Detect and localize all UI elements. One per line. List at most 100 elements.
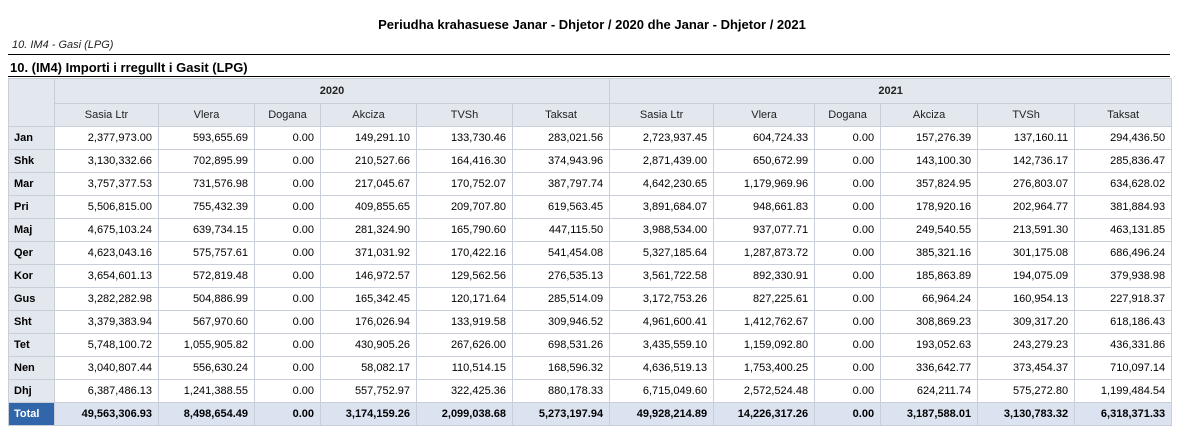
value-cell-2021: 385,321.16 [880, 241, 979, 265]
col-dogana-2020: Dogana [254, 103, 321, 127]
value-cell-2020: 0.00 [254, 195, 321, 219]
value-cell-2021: 1,179,969.96 [713, 172, 816, 196]
value-cell-2020: 276,535.13 [511, 264, 611, 288]
value-cell-2020: 2,377,973.00 [54, 126, 159, 150]
value-cell-2020: 0.00 [254, 172, 321, 196]
value-cell-2020: 110,514.15 [416, 356, 513, 380]
value-cell-2021: 575,272.80 [977, 379, 1076, 403]
value-cell-2020: 165,790.60 [416, 218, 513, 242]
value-cell-2021: 285,836.47 [1074, 149, 1173, 173]
value-cell-2021: 243,279.23 [977, 333, 1076, 357]
value-cell-2020: 0.00 [254, 241, 321, 265]
table-body: Jan 2,377,973.00 593,655.69 0.00 149,291.10 1… [8, 126, 1173, 426]
month-label: Gus [8, 287, 55, 311]
value-cell-2020: 120,171.64 [416, 287, 513, 311]
month-label: Shk [8, 149, 55, 173]
total-cell-2020: 5,273,197.94 [511, 402, 611, 426]
table-row: Sht 3,379,383.94 567,970.60 0.00 176,026.94 1… [8, 310, 1173, 334]
value-cell-2021: 604,724.33 [713, 126, 816, 150]
value-cell-2021: 2,572,524.48 [713, 379, 816, 403]
value-cell-2020: 371,031.92 [320, 241, 417, 265]
value-cell-2021: 1,199,484.54 [1074, 379, 1173, 403]
value-cell-2021: 1,412,762.67 [713, 310, 816, 334]
value-cell-2020: 170,422.16 [416, 241, 513, 265]
month-label: Qer [8, 241, 55, 265]
year-header-2020: 2020 [53, 78, 611, 104]
value-cell-2020: 0.00 [254, 264, 321, 288]
value-cell-2020: 133,730.46 [416, 126, 513, 150]
value-cell-2020: 210,527.66 [320, 149, 417, 173]
value-cell-2021: 0.00 [814, 195, 882, 219]
value-cell-2020: 0.00 [254, 149, 321, 173]
table-row: Mar 3,757,377.53 731,576.98 0.00 217,045.67 1… [8, 172, 1173, 196]
value-cell-2020: 619,563.45 [511, 195, 611, 219]
value-cell-2021: 202,964.77 [977, 195, 1076, 219]
value-cell-2021: 0.00 [814, 379, 882, 403]
value-cell-2021: 892,330.91 [713, 264, 816, 288]
value-cell-2020: 0.00 [254, 218, 321, 242]
value-cell-2020: 283,021.56 [511, 126, 611, 150]
value-cell-2021: 4,961,600.41 [609, 310, 715, 334]
value-cell-2021: 4,636,519.13 [609, 356, 715, 380]
value-cell-2020: 176,026.94 [320, 310, 417, 334]
value-cell-2020: 702,895.99 [158, 149, 255, 173]
total-cell-2021: 3,130,783.32 [977, 402, 1076, 426]
col-sasia-2021: Sasia Ltr [609, 103, 715, 127]
value-cell-2020: 557,752.97 [320, 379, 417, 403]
value-cell-2020: 209,707.80 [416, 195, 513, 219]
value-cell-2020: 146,972.57 [320, 264, 417, 288]
value-cell-2020: 3,040,807.44 [54, 356, 159, 380]
value-cell-2021: 463,131.85 [1074, 218, 1173, 242]
value-cell-2020: 133,919.58 [416, 310, 513, 334]
table-row: Shk 3,130,332.66 702,895.99 0.00 210,527.66 1… [8, 149, 1173, 173]
value-cell-2020: 447,115.50 [511, 218, 611, 242]
table-row: Pri 5,506,815.00 755,432.39 0.00 409,855.65 2… [8, 195, 1173, 219]
section-title: 10. (IM4) Importi i rregullt i Gasit (LP… [10, 60, 248, 75]
value-cell-2020: 281,324.90 [320, 218, 417, 242]
value-cell-2020: 322,425.36 [416, 379, 513, 403]
value-cell-2020: 0.00 [254, 310, 321, 334]
report-subtitle: 10. IM4 - Gasi (LPG) [12, 39, 114, 51]
total-cell-2020: 3,174,159.26 [320, 402, 417, 426]
table-row: Jan 2,377,973.00 593,655.69 0.00 149,291.10 1… [8, 126, 1173, 150]
col-tvsh-2021: TVSh [977, 103, 1076, 127]
value-cell-2020: 731,576.98 [158, 172, 255, 196]
value-cell-2021: 0.00 [814, 149, 882, 173]
total-row: Total 49,563,306.93 8,498,654.49 0.00 3,174,… [8, 402, 1173, 426]
total-cell-2021: 14,226,317.26 [713, 402, 816, 426]
value-cell-2020: 309,946.52 [511, 310, 611, 334]
value-cell-2021: 379,938.98 [1074, 264, 1173, 288]
value-cell-2021: 193,052.63 [880, 333, 979, 357]
month-label: Kor [8, 264, 55, 288]
col-vlera-2020: Vlera [158, 103, 255, 127]
value-cell-2020: 374,943.96 [511, 149, 611, 173]
value-cell-2020: 0.00 [254, 333, 321, 357]
value-cell-2021: 276,803.07 [977, 172, 1076, 196]
value-cell-2021: 4,642,230.65 [609, 172, 715, 196]
value-cell-2020: 639,734.15 [158, 218, 255, 242]
value-cell-2021: 3,435,559.10 [609, 333, 715, 357]
value-cell-2021: 160,954.13 [977, 287, 1076, 311]
value-cell-2020: 164,416.30 [416, 149, 513, 173]
value-cell-2021: 2,723,937.45 [609, 126, 715, 150]
value-cell-2020: 285,514.09 [511, 287, 611, 311]
value-cell-2020: 572,819.48 [158, 264, 255, 288]
value-cell-2021: 143,100.30 [880, 149, 979, 173]
column-header-row: Sasia Ltr Vlera Dogana Akciza TVSh Taksa… [9, 103, 1173, 127]
value-cell-2020: 0.00 [254, 126, 321, 150]
col-sasia-2020: Sasia Ltr [54, 103, 159, 127]
value-cell-2021: 301,175.08 [977, 241, 1076, 265]
month-label: Dhj [8, 379, 55, 403]
value-cell-2021: 373,454.37 [977, 356, 1076, 380]
total-cell-2020: 8,498,654.49 [158, 402, 255, 426]
import-table: 2020 2021 Sasia Ltr Vlera Dogana Akciza … [8, 78, 1173, 426]
col-taksat-2020: Taksat [511, 103, 611, 127]
value-cell-2021: 309,317.20 [977, 310, 1076, 334]
value-cell-2021: 227,918.37 [1074, 287, 1173, 311]
month-label: Nen [8, 356, 55, 380]
value-cell-2020: 3,654,601.13 [54, 264, 159, 288]
table-row: Maj 4,675,103.24 639,734.15 0.00 281,324.90 1… [8, 218, 1173, 242]
value-cell-2021: 178,920.16 [880, 195, 979, 219]
value-cell-2021: 294,436.50 [1074, 126, 1173, 150]
value-cell-2020: 556,630.24 [158, 356, 255, 380]
